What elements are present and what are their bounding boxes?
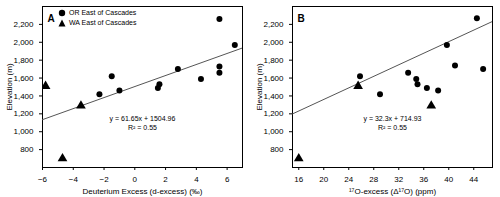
svg-text:20: 20 <box>319 175 328 184</box>
svg-text:−2: −2 <box>99 175 109 184</box>
html-text:WA East of Cascades: WA East of Cascades <box>69 19 137 26</box>
svg-text:800: 800 <box>20 145 34 154</box>
svg-text:1,200: 1,200 <box>13 109 34 118</box>
svg-text:28: 28 <box>369 175 378 184</box>
svg-text:B: B <box>298 13 305 24</box>
svg-text:0: 0 <box>133 175 138 184</box>
svg-text:2,200: 2,200 <box>263 20 284 29</box>
svg-text:¹⁷O-excess (Δ¹⁷O) (ppm): ¹⁷O-excess (Δ¹⁷O) (ppm) <box>349 187 436 196</box>
svg-text:A: A <box>48 13 55 24</box>
svg-text:32: 32 <box>394 175 403 184</box>
svg-text:44: 44 <box>469 175 478 184</box>
svg-text:2,200: 2,200 <box>13 20 34 29</box>
svg-text:4: 4 <box>194 175 199 184</box>
svg-text:1,800: 1,800 <box>13 56 34 65</box>
svg-text:24: 24 <box>344 175 353 184</box>
svg-text:1,800: 1,800 <box>263 56 284 65</box>
svg-text:6: 6 <box>225 175 230 184</box>
svg-text:y = 32.3x + 714.93R² = 0.55: y = 32.3x + 714.93R² = 0.55 <box>364 115 422 130</box>
html-text:OR East of Cascades: OR East of Cascades <box>69 9 137 16</box>
svg-text:800: 800 <box>270 145 284 154</box>
svg-text:y = 61.65x + 1504.96R² = 0.55: y = 61.65x + 1504.96R² = 0.55 <box>110 115 176 130</box>
svg-text:1,000: 1,000 <box>263 127 284 136</box>
svg-text:−4: −4 <box>69 175 79 184</box>
svg-text:40: 40 <box>444 175 453 184</box>
svg-text:1,200: 1,200 <box>263 109 284 118</box>
svg-text:36: 36 <box>419 175 428 184</box>
svg-text:1,400: 1,400 <box>263 92 284 101</box>
svg-text:16: 16 <box>294 175 303 184</box>
svg-text:1,400: 1,400 <box>13 92 34 101</box>
svg-text:1,000: 1,000 <box>13 127 34 136</box>
svg-text:Deuterium Excess (d-excess) (‰: Deuterium Excess (d-excess) (‰) <box>82 187 202 196</box>
svg-text:1,600: 1,600 <box>263 74 284 83</box>
svg-text:1,600: 1,600 <box>13 74 34 83</box>
svg-text:−6: −6 <box>38 175 48 184</box>
svg-text:2: 2 <box>163 175 168 184</box>
svg-text:2,000: 2,000 <box>13 38 34 47</box>
svg-text:2,000: 2,000 <box>263 38 284 47</box>
svg-text:Elevation (m): Elevation (m) <box>5 63 14 110</box>
svg-text:Elevation (m): Elevation (m) <box>255 63 264 110</box>
